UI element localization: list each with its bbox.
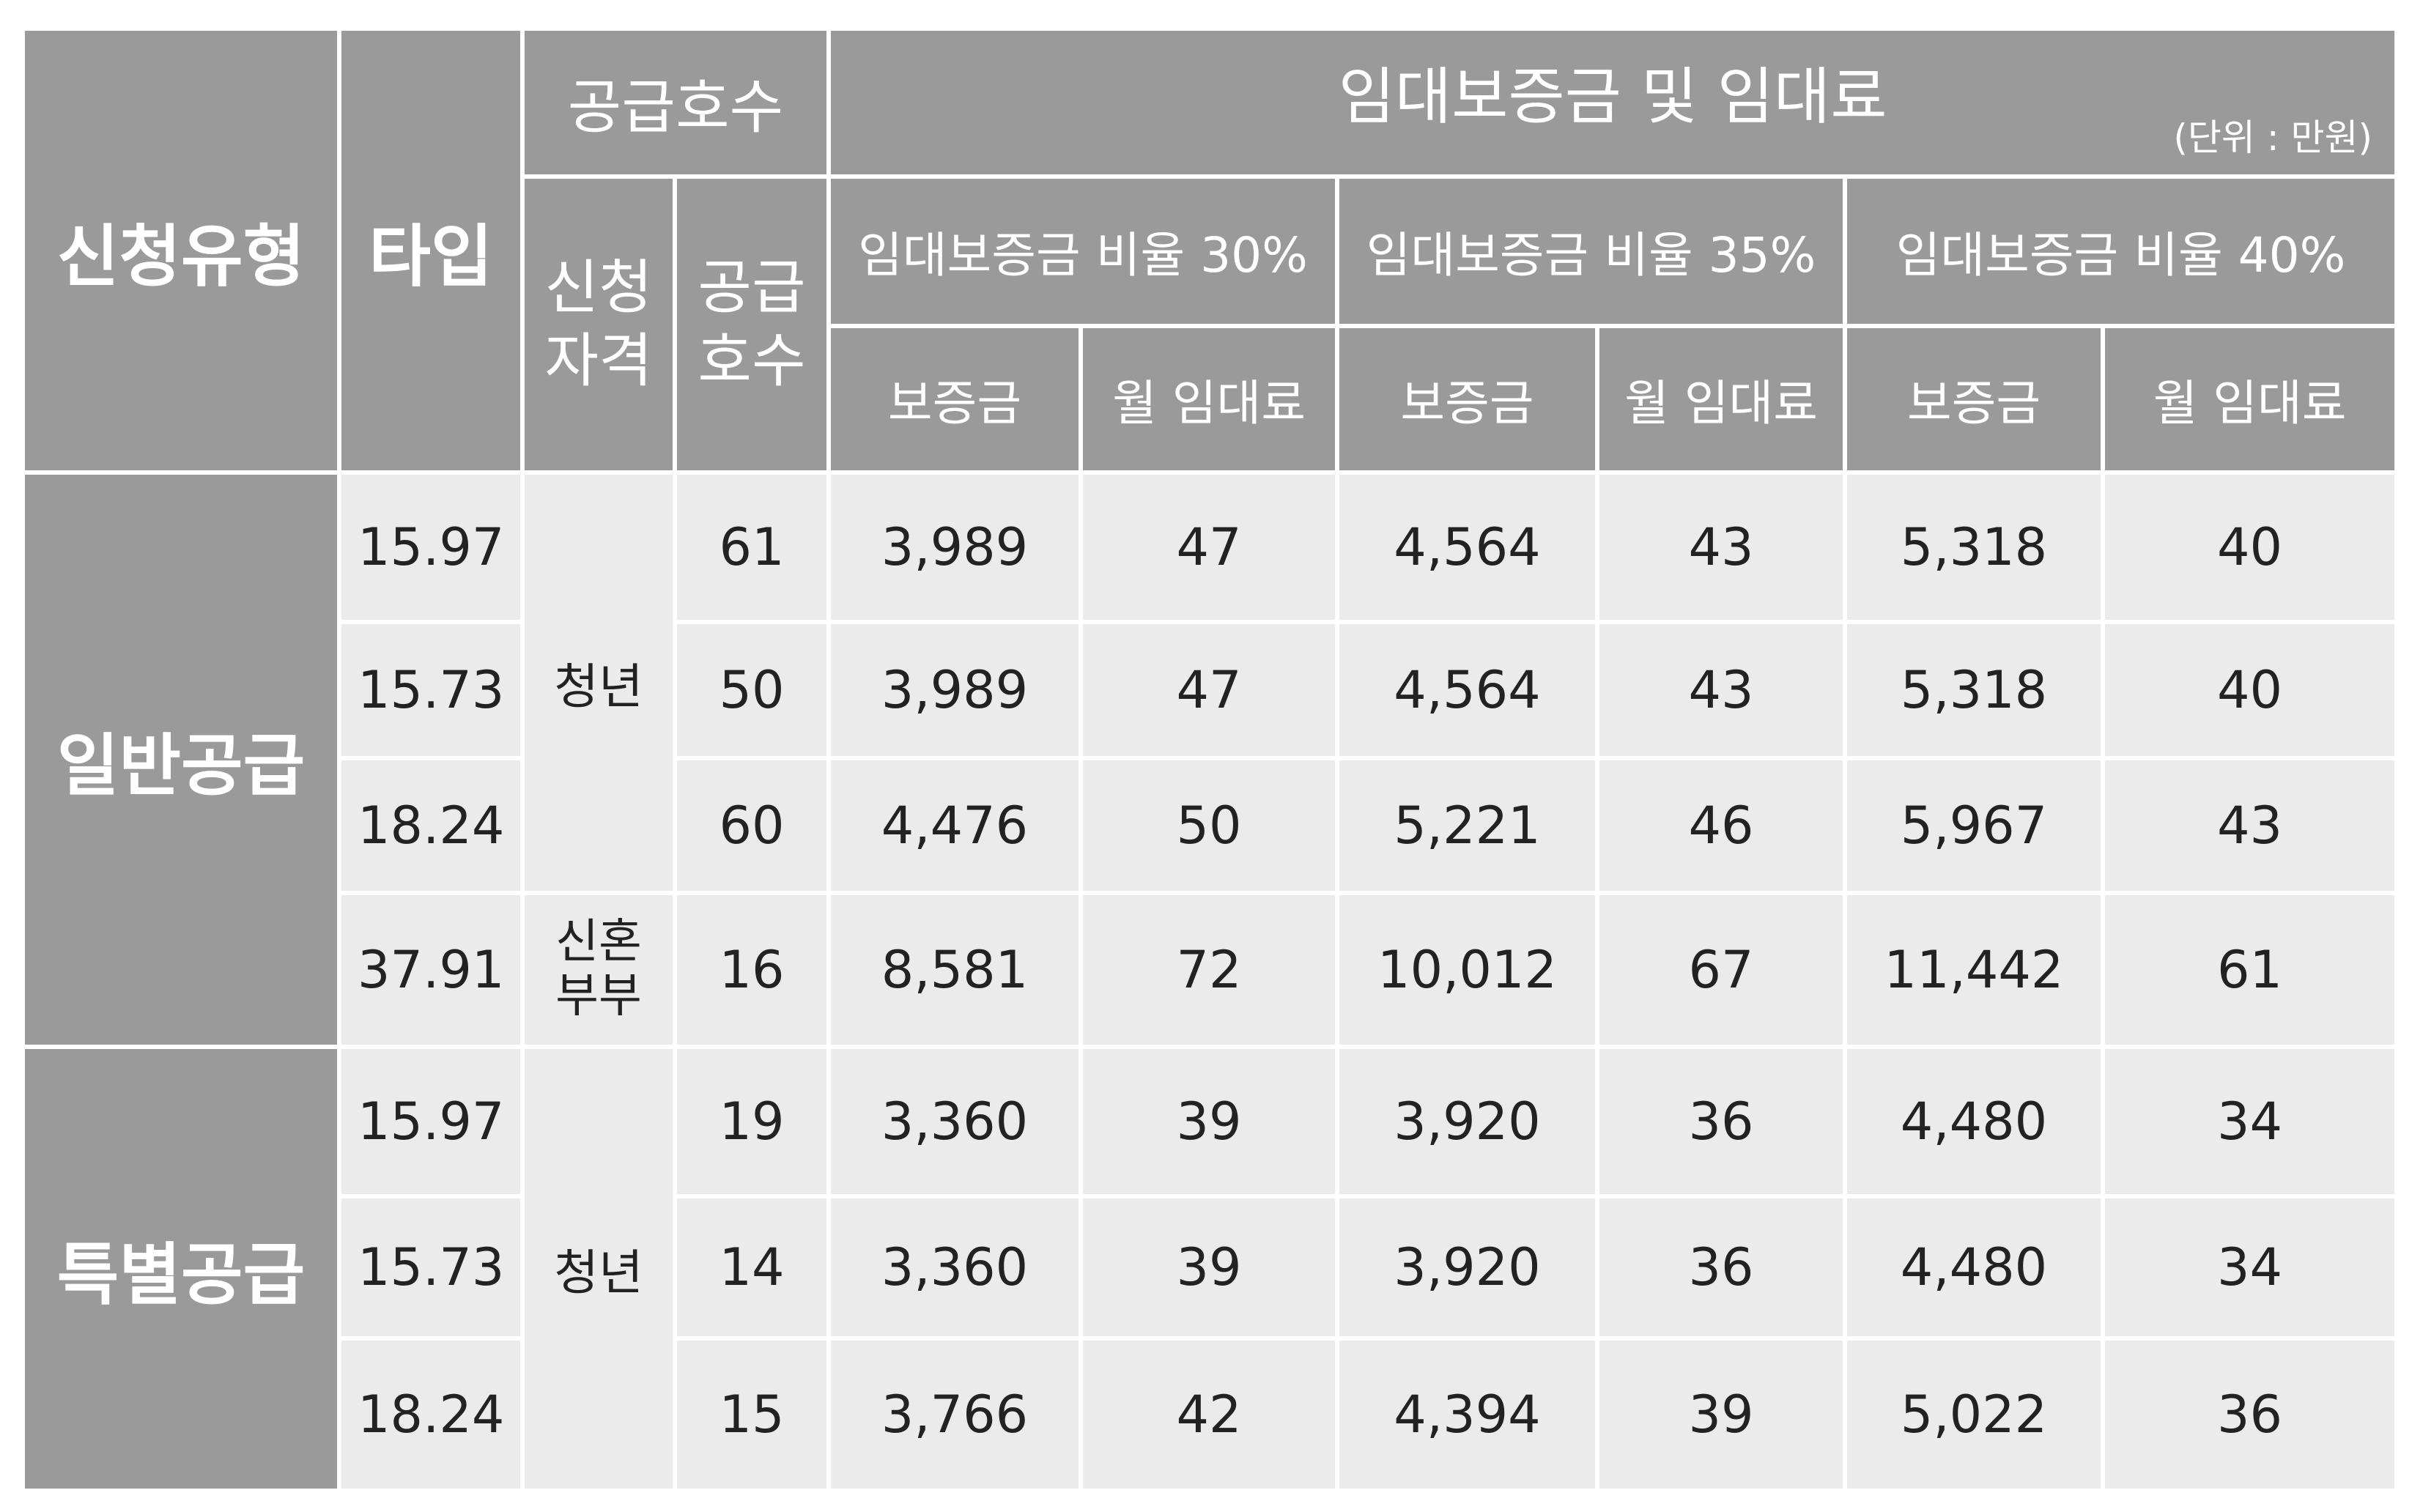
cell-count: 15 [673,1336,831,1493]
cell-type: 18.24 [337,756,525,895]
header-deposit-30: 보증금 [826,324,1083,475]
qualification-newlywed: 신혼 부부 [520,891,677,1049]
cell-count: 60 [673,756,831,895]
cell-deposit-40: 5,318 [1843,470,2105,624]
cell-rent-40: 34 [2100,1045,2400,1198]
header-qualification: 신청 자격 [520,174,677,475]
cell-deposit-35: 3,920 [1335,1194,1599,1341]
cell-deposit-40: 11,442 [1843,891,2105,1049]
header-ratio-35: 임대보증금 비율 35% [1335,174,1847,328]
cell-rent-30: 72 [1079,891,1339,1049]
cell-deposit-35: 4,394 [1335,1336,1599,1493]
header-rent-35: 월 임대료 [1595,324,1847,475]
cell-count: 14 [673,1194,831,1341]
cell-deposit-40: 4,480 [1843,1194,2105,1341]
category-special: 특별공급 [21,1045,341,1493]
header-supply-count: 공급 호수 [673,174,831,475]
cell-type: 18.24 [337,1336,525,1493]
cell-deposit-35: 4,564 [1335,620,1599,760]
header-deposit-35: 보증금 [1335,324,1599,475]
header-supply-count-line2: 호수 [698,327,806,395]
table-row: 일반공급 15.97 청년 61 3,989 47 4,564 43 5,318… [21,470,2400,1049]
cell-rent-30: 47 [1079,620,1339,760]
cell-rent-35: 36 [1595,1194,1847,1341]
cell-deposit-30: 8,581 [826,891,1083,1049]
cell-rent-30: 50 [1079,756,1339,895]
cell-rent-35: 43 [1595,470,1847,624]
cell-rent-40: 40 [2100,620,2400,760]
cell-rent-30: 39 [1079,1045,1339,1198]
cell-deposit-30: 3,766 [826,1336,1083,1493]
header-category: 신청유형 [21,26,341,475]
cell-count: 61 [673,470,831,624]
cell-deposit-40: 5,318 [1843,620,2105,760]
category-general: 일반공급 [21,470,341,1049]
rent-table: 신청유형 타입 공급호수 임대보증금 및 임대료 (단위 : 만원) 신청 자격… [21,26,2400,1493]
cell-rent-40: 34 [2100,1194,2400,1341]
cell-deposit-40: 5,022 [1843,1336,2105,1493]
cell-deposit-40: 4,480 [1843,1045,2105,1198]
cell-rent-40: 36 [2100,1336,2400,1493]
cell-rent-35: 36 [1595,1045,1847,1198]
header-rent-group: 임대보증금 및 임대료 (단위 : 만원) [826,26,2400,179]
cell-deposit-30: 3,989 [826,620,1083,760]
cell-rent-35: 67 [1595,891,1847,1049]
header-rent-30: 월 임대료 [1079,324,1339,475]
table-row: 37.91 신혼 부부 16 8,581 72 10,012 67 11,442… [23,891,2400,1049]
cell-rent-40: 43 [2100,756,2400,895]
cell-type: 15.97 [337,1045,525,1198]
cell-deposit-35: 10,012 [1335,891,1599,1049]
header-ratio-30: 임대보증금 비율 30% [826,174,1339,328]
cell-rent-30: 47 [1079,470,1339,624]
cell-deposit-30: 4,476 [826,756,1083,895]
header-ratio-40: 임대보증금 비율 40% [1842,174,2400,328]
cell-deposit-30: 3,360 [826,1194,1083,1341]
table-row: 15.73 50 3,989 47 4,564 43 5,318 40 [23,620,2400,760]
unit-note: (단위 : 만원) [2173,116,2373,159]
cell-deposit-35: 3,920 [1335,1045,1599,1198]
cell-deposit-40: 5,967 [1843,756,2105,895]
cell-rent-30: 42 [1079,1336,1339,1493]
cell-rent-40: 40 [2100,470,2400,624]
cell-type: 15.97 [337,470,525,624]
cell-rent-40: 61 [2100,891,2400,1049]
qualification-youth-general: 청년 [520,470,677,895]
cell-rent-35: 43 [1595,620,1847,760]
table-row: 특별공급 15.97 청년 19 3,360 39 3,920 36 4,480… [21,1045,2400,1493]
cell-rent-35: 46 [1595,756,1847,895]
rent-table-container: 신청유형 타입 공급호수 임대보증금 및 임대료 (단위 : 만원) 신청 자격… [21,26,2400,1493]
header-type: 타입 [337,26,525,475]
header-supply-count-line1: 공급 [698,253,806,322]
cell-deposit-35: 4,564 [1335,470,1599,624]
header-rent-40: 월 임대료 [2100,324,2400,475]
qualification-youth-special: 청년 [520,1045,677,1493]
header-deposit-40: 보증금 [1843,324,2105,475]
cell-count: 16 [673,891,831,1049]
table-row: 18.24 15 3,766 42 4,394 39 5,022 36 [23,1336,2400,1493]
header-rent-group-title: 임대보증금 및 임대료 [1338,60,1887,133]
cell-deposit-30: 3,360 [826,1045,1083,1198]
qualification-newlywed-line1: 신혼 [555,915,642,970]
qualification-newlywed-line2: 부부 [555,968,642,1023]
header-supply-group: 공급호수 [520,26,831,179]
table-row: 15.73 14 3,360 39 3,920 36 4,480 34 [23,1194,2400,1341]
header-qualification-line2: 자격 [544,327,653,395]
cell-type: 15.73 [337,620,525,760]
cell-count: 50 [673,620,831,760]
cell-type: 15.73 [337,1194,525,1341]
header-qualification-line1: 신청 [544,253,653,322]
cell-deposit-30: 3,989 [826,470,1083,624]
table-row: 18.24 60 4,476 50 5,221 46 5,967 43 [23,756,2400,895]
cell-type: 37.91 [337,891,525,1049]
cell-count: 19 [673,1045,831,1198]
cell-rent-30: 39 [1079,1194,1339,1341]
cell-rent-35: 39 [1595,1336,1847,1493]
cell-deposit-35: 5,221 [1335,756,1599,895]
